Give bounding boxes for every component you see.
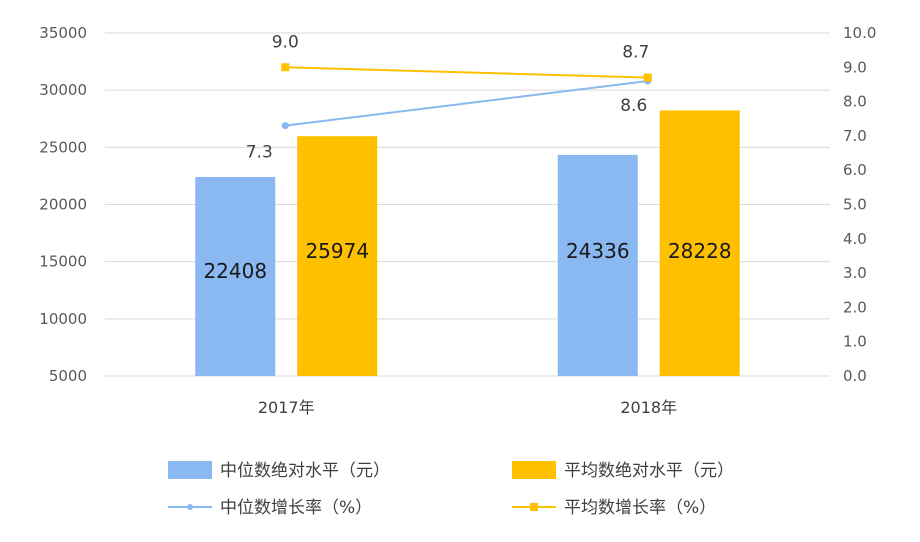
right-tick-label: 1.0: [843, 333, 867, 351]
bar-value-label: 28228: [668, 239, 732, 263]
right-tick-label: 6.0: [843, 161, 867, 179]
line-value-label: 9.0: [272, 32, 299, 52]
data-labels: 22408 24336 25974 28228 7.3 8.6 9.0 8.7: [203, 32, 731, 283]
left-tick-label: 5000: [49, 367, 87, 385]
right-tick-label: 7.0: [843, 127, 867, 145]
right-tick-label: 0.0: [843, 367, 867, 385]
legend-swatch: [168, 461, 212, 479]
legend-swatch: [512, 461, 556, 479]
bar-value-label: 25974: [305, 239, 369, 263]
line-point: [281, 63, 290, 72]
legend-marker: [187, 504, 193, 510]
left-tick-label: 20000: [39, 196, 87, 214]
category-label: 2018年: [620, 398, 677, 417]
line-value-label: 7.3: [246, 143, 273, 163]
lines: [281, 63, 652, 130]
legend-label: 中位数增长率（%）: [220, 498, 372, 518]
category-labels: 2017年 2018年: [258, 398, 677, 417]
line-value-label: 8.7: [622, 43, 649, 63]
left-tick-label: 35000: [39, 24, 87, 42]
series-line: [285, 66, 648, 79]
left-tick-label: 10000: [39, 310, 87, 328]
category-label: 2017年: [258, 398, 315, 417]
right-tick-label: 3.0: [843, 264, 867, 282]
bar: [557, 154, 638, 376]
series-line: [285, 80, 648, 127]
left-tick-label: 30000: [39, 81, 87, 99]
bars: [195, 110, 740, 376]
right-tick-label: 10.0: [843, 24, 876, 42]
bar: [297, 136, 378, 376]
right-tick-label: 5.0: [843, 196, 867, 214]
bar: [195, 176, 276, 376]
right-tick-label: 2.0: [843, 298, 867, 316]
right-tick-label: 4.0: [843, 230, 867, 248]
right-tick-label: 8.0: [843, 93, 867, 111]
left-tick-label: 15000: [39, 253, 87, 271]
left-tick-label: 25000: [39, 138, 87, 156]
legend-label: 平均数增长率（%）: [564, 498, 716, 518]
right-axis-ticks: 0.0 1.0 2.0 3.0 4.0 5.0 6.0 7.0 8.0 9.0 10.0: [843, 24, 876, 385]
bar-value-label: 22408: [203, 259, 267, 283]
legend: 中位数绝对水平（元） 平均数绝对水平（元） 中位数增长率（%） 平均数增长率（%）: [168, 461, 734, 518]
bar: [659, 110, 740, 376]
line-value-label: 8.6: [620, 96, 647, 116]
left-axis-ticks: 5000 10000 15000 20000 25000 30000 35000: [39, 24, 87, 385]
legend-label: 平均数绝对水平（元）: [564, 461, 734, 481]
right-tick-label: 9.0: [843, 58, 867, 76]
line-point: [281, 122, 289, 130]
line-point: [643, 73, 652, 82]
legend-label: 中位数绝对水平（元）: [220, 461, 390, 481]
legend-marker: [530, 503, 538, 511]
bar-value-label: 24336: [566, 239, 630, 263]
